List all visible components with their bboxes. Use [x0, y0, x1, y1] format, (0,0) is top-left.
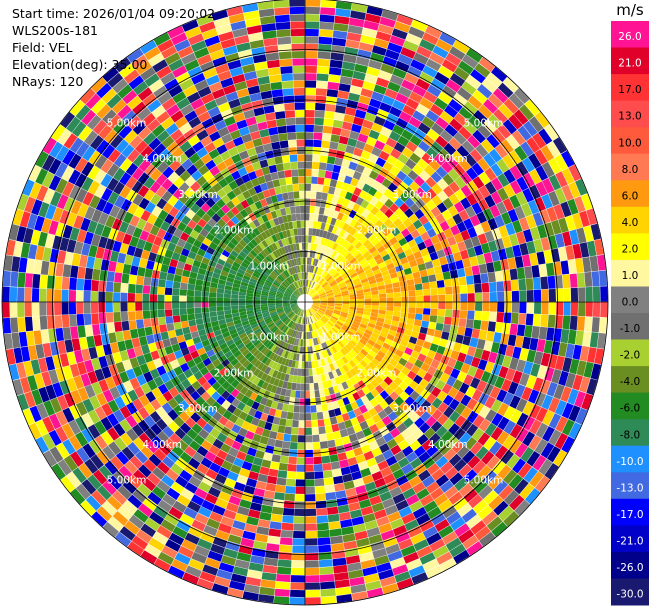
ring-labels: 1.00km 1.00km 1.00km 1.00km 2.00km 2.00km 2.00… — [107, 118, 504, 487]
ring-label: 3.00km — [392, 189, 432, 201]
ring-label: 5.00km — [464, 118, 504, 130]
field-label: Field: VEL — [12, 40, 73, 55]
range-rings — [1, 0, 609, 606]
ring-label: 5.00km — [464, 475, 504, 487]
ring-label: 1.00km — [321, 332, 361, 344]
ring-label: 1.00km — [321, 260, 361, 272]
ring-label: 4.00km — [142, 439, 182, 451]
instrument-label: WLS200s-181 — [12, 23, 98, 38]
start-time-label: Start time: 2026/01/04 09:20:02 — [12, 6, 216, 21]
ring-label: 5.00km — [107, 475, 147, 487]
ring-label: 2.00km — [214, 367, 254, 379]
ring-label: 4.00km — [428, 439, 468, 451]
ring-label: 3.00km — [178, 189, 218, 201]
ring-label: 1.00km — [249, 332, 289, 344]
elevation-label: Elevation(deg): 35.00 — [12, 57, 148, 72]
ring-label: 3.00km — [178, 403, 218, 415]
ring-label: 4.00km — [428, 153, 468, 165]
ring-label: 2.00km — [214, 225, 254, 237]
ring-label: 5.00km — [107, 118, 147, 130]
ring-label: 2.00km — [357, 367, 397, 379]
ppi-gates — [2, 0, 608, 605]
nrays-label: NRays: 120 — [12, 74, 84, 89]
ring-label: 2.00km — [357, 225, 397, 237]
ring-label: 3.00km — [392, 403, 432, 415]
ring-label: 4.00km — [142, 153, 182, 165]
ring-label: 1.00km — [249, 260, 289, 272]
